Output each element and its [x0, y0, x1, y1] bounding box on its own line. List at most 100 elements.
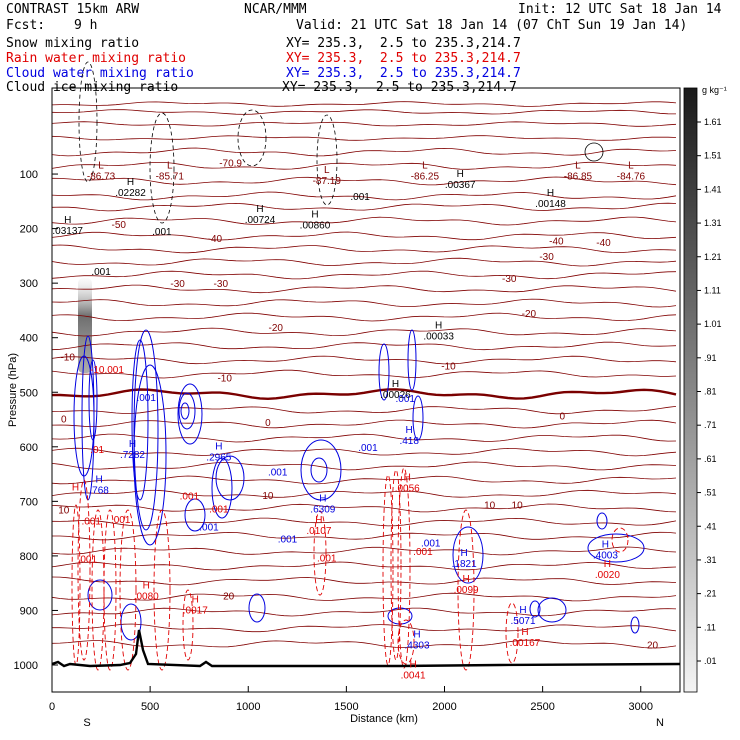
colorbar-label: .01: [704, 656, 717, 666]
colorbar-label: .61: [704, 454, 717, 464]
contour-label: .001: [350, 192, 370, 203]
rain-water-contour: [103, 509, 117, 671]
temperature-contour: [51, 161, 677, 170]
colorbar-label: .71: [704, 420, 717, 430]
temperature-contour: [51, 639, 677, 649]
contour-label: .001: [82, 516, 102, 527]
temperature-contour: [51, 191, 677, 201]
extremum-value: .4303: [405, 641, 430, 652]
temperature-contour: [51, 257, 677, 267]
y-tick-label: 800: [20, 551, 38, 563]
low-marker: L: [422, 161, 428, 172]
temperature-contour: [51, 576, 677, 586]
temperature-contour: [51, 202, 677, 212]
colorbar-unit: g kg⁻¹: [702, 85, 727, 95]
extremum-value: .03137: [52, 226, 83, 237]
colorbar-label: 1.01: [704, 319, 722, 329]
cloud-water-contour: [412, 395, 424, 441]
colorbar-label: 1.31: [704, 218, 722, 228]
cloud-water-contours: [73, 329, 645, 641]
cloud-ice-contour: [584, 142, 604, 162]
low-marker: L: [98, 161, 104, 172]
temperature-label: -50: [111, 220, 126, 231]
high-marker: H: [311, 210, 318, 221]
temperature-contour: [51, 503, 677, 513]
extremum-value: .02282: [115, 188, 146, 199]
rain-water-contour: [153, 509, 171, 671]
colorbar-label: .91: [704, 353, 717, 363]
extremum-value: -87.19: [313, 176, 342, 187]
contour-label: .001: [268, 468, 288, 479]
extremum-value: .2965: [206, 453, 231, 464]
x-tick-label: 2500: [530, 701, 554, 713]
center-title: NCAR/MMM: [244, 2, 307, 17]
temperature-label: -70.9: [219, 158, 242, 169]
model-title: CONTRAST 15km ARW: [6, 2, 140, 17]
axes: 0 500 1000 1500 2000 2500 30001002003004005006…: [14, 169, 653, 713]
extremum-value: -86.85: [564, 172, 593, 183]
temperature-label: 0: [265, 418, 271, 429]
rain-water-contour: [71, 504, 81, 666]
high-marker: H: [392, 379, 399, 390]
cloud-water-contour: [452, 526, 484, 584]
extremum-value: .0017: [183, 605, 208, 616]
temperature-contour: [51, 561, 677, 571]
temperature-contour: [51, 327, 677, 337]
field-cloud-water-xy: XY= 235.3, 2.5 to 235.3,214.7: [286, 66, 521, 81]
temperature-label: 10: [58, 505, 70, 516]
contour-label: .001: [199, 522, 219, 533]
temperature-contour: [51, 312, 677, 322]
temperature-label: 20: [647, 641, 659, 652]
contour-label: .001: [111, 515, 131, 526]
rain-water-contour: [390, 469, 402, 661]
x-tick-label: 0: [49, 701, 55, 713]
init-time: Init: 12 UTC Sat 18 Jan 14: [518, 2, 722, 17]
contour-label: .001: [278, 534, 298, 545]
temperature-contour: [51, 121, 677, 127]
temperature-contour: [51, 231, 677, 241]
cloud-water-contour: [407, 329, 417, 391]
temperature-contour: [52, 623, 677, 633]
y-tick-label: 400: [20, 333, 38, 345]
temperature-contour: [51, 406, 677, 415]
temperature-label: 20: [223, 592, 235, 603]
temperature-label: 0: [61, 414, 67, 425]
rain-water-contour: [397, 619, 415, 665]
y-tick-label: 100: [20, 169, 38, 181]
high-marker: H: [319, 493, 326, 504]
field-rain-name: Rain water mixing ratio: [6, 51, 187, 66]
temperature-contour: [51, 592, 677, 602]
high-marker: H: [315, 515, 322, 526]
contour-label: .001: [413, 547, 433, 558]
low-marker: L: [575, 161, 581, 172]
cloud-ice-contour: [149, 112, 175, 224]
temperature-contour: [51, 355, 677, 365]
terrain: [51, 629, 681, 668]
high-marker: H: [127, 177, 134, 188]
high-marker: H: [435, 320, 442, 331]
temperature-contour: [52, 531, 677, 541]
extremum-value: .0099: [454, 585, 479, 596]
high-marker: H: [521, 627, 528, 638]
rain-water-contour: [611, 527, 629, 553]
extremum-value: .768: [89, 485, 109, 496]
extremum-value: -85.71: [156, 172, 185, 183]
high-marker: H: [215, 442, 222, 453]
high-marker: H: [602, 540, 609, 551]
x-tick-label: 500: [141, 701, 159, 713]
x-tick-label: 1000: [236, 701, 260, 713]
y-tick-label: 700: [20, 496, 38, 508]
rain-water-contour: [91, 509, 105, 671]
low-marker: L: [167, 161, 173, 172]
contour-labels: 0 0 0 -10 -10 -10 -30 -30 -30 -20 -20 -30 -40 -40 -50 -…: [52, 158, 658, 681]
temperature-contour: [51, 341, 677, 351]
contour-label: .001: [358, 443, 378, 454]
y-axis-title: Pressure (hPa): [7, 353, 19, 427]
temperature-contour: [51, 607, 677, 617]
cloud-water-contour: [211, 457, 233, 519]
contour-label: .001: [136, 393, 156, 404]
y-tick-label: 500: [20, 387, 38, 399]
temperature-label: 0: [559, 412, 565, 423]
extremum-value: .00860: [300, 221, 331, 232]
contour-label: .001: [421, 539, 441, 550]
